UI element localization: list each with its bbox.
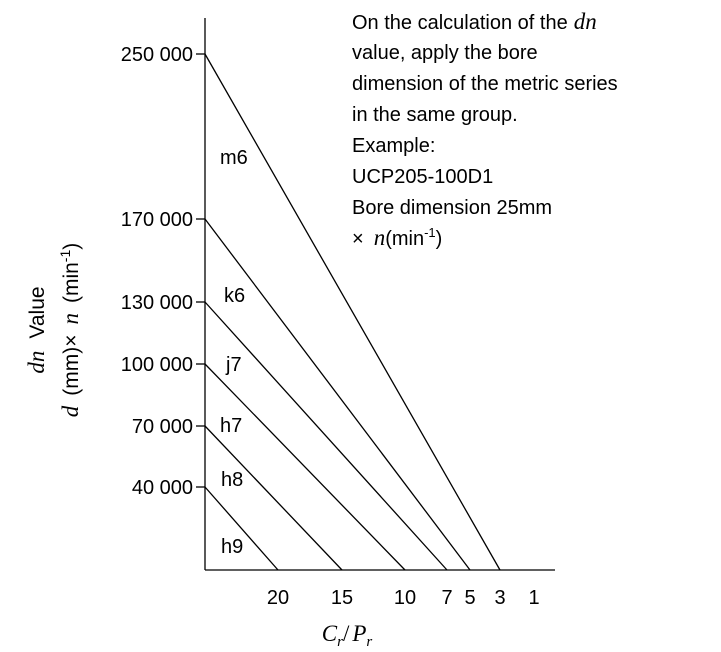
axes [205,18,555,570]
y-axis-title: dn Value d (mm)× n (min-1) [24,243,83,418]
series-label-h7: h7 [220,415,242,437]
series-label-h8: h8 [221,469,243,491]
note-line4: in the same group. [352,104,518,126]
x-tick-label: 5 [464,587,475,609]
x-tick-label: 15 [331,587,353,609]
note-var-dn: dn [574,9,597,34]
y-ticks: 250 000 170 000 130 000 100 000 70 000 40 000 [121,44,205,499]
y-axis-value-text: Value [26,286,49,338]
x-axis-sub-r2: r [366,634,372,650]
annotation-note: On the calculation of the dn value, apply… [352,9,618,250]
y-tick-label: 130 000 [121,292,193,314]
series-line-m6 [205,54,500,570]
series-label-h9: h9 [221,536,243,558]
x-tick-label: 20 [267,587,289,609]
y-axis-unit-mm: (mm) [60,347,83,396]
y-tick-label: 70 000 [132,416,193,438]
x-tick-label: 10 [394,587,416,609]
series-lines [205,54,500,570]
series-line-k6 [205,219,470,570]
x-tick-label: 3 [494,587,505,609]
y-tick-label: 40 000 [132,477,193,499]
series-label-j7: j7 [225,354,242,376]
note-line3: dimension of the metric series [352,73,618,95]
note-unit-min: (min [385,228,424,250]
series-label-k6: k6 [224,285,245,307]
note-line2: value, apply the bore [352,42,538,64]
y-axis-var-d: d [58,405,83,417]
y-axis-var-dn: dn [24,351,49,374]
y-axis-unit-sup: -1 [57,250,73,263]
x-ticks: 20 15 10 7 5 3 1 [267,587,540,609]
note-line1: On the calculation of the dn [352,9,597,34]
series-label-m6: m6 [220,147,248,169]
note-line7: Bore dimension 25mm [352,197,552,219]
x-axis-slash: / [343,621,350,646]
note-line1-text: On the calculation of the [352,12,568,34]
y-axis-var-n: n [58,313,83,325]
x-axis-title: Cr/Pr [322,621,373,650]
note-times: × [352,228,364,250]
y-axis-title-line1: dn Value [24,286,49,373]
note-line8: × n(min-1) [352,225,442,250]
note-var-n: n [374,225,386,250]
x-axis-var-p: P [351,621,366,646]
note-unit-sup: -1 [424,225,436,240]
series-labels: m6 k6 j7 h7 h8 h9 [220,147,248,558]
x-tick-label: 7 [441,587,452,609]
y-tick-label: 100 000 [121,354,193,376]
y-axis-times: × [60,335,83,347]
note-unit-close: ) [436,228,443,250]
y-tick-label: 250 000 [121,44,193,66]
y-axis-unit-min: (min [60,262,83,303]
y-axis-unit-close: ) [60,243,83,250]
note-line5: Example: [352,135,435,157]
x-axis-var-c: C [322,621,338,646]
x-tick-label: 1 [528,587,539,609]
y-axis-title-line2: d (mm)× n (min-1) [57,243,83,418]
y-tick-label: 170 000 [121,209,193,231]
note-line6: UCP205-100D1 [352,166,493,188]
